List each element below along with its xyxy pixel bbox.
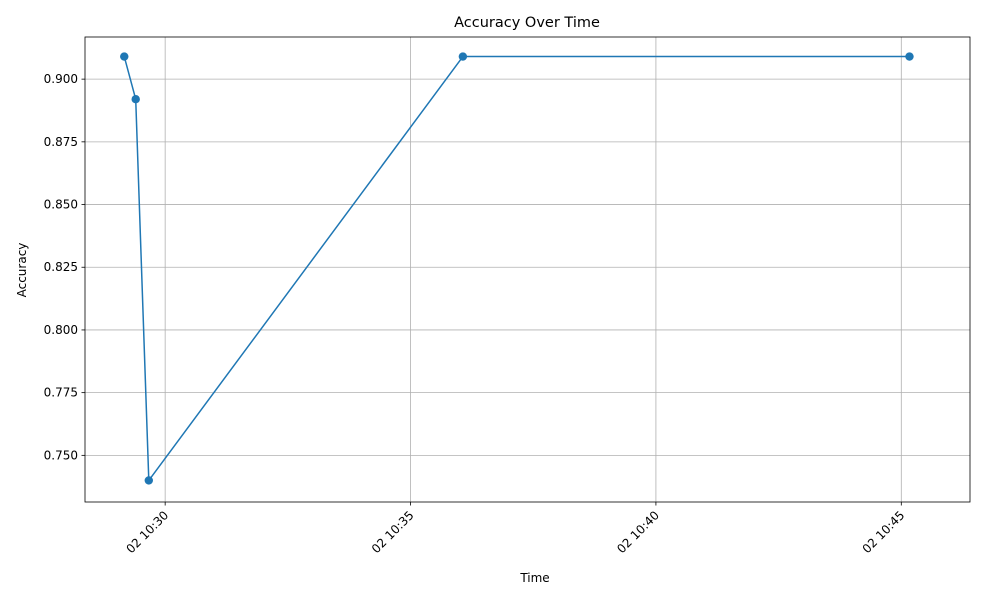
y-tick-label: 0.800 [44,323,78,337]
series-layer [120,52,914,485]
grid [85,37,970,502]
y-tick-label: 0.850 [44,198,78,212]
y-tick-label: 0.900 [44,72,78,86]
y-tick-label: 0.875 [44,135,78,149]
y-tick-label: 0.750 [44,448,78,462]
y-tick-label: 0.775 [44,386,78,400]
y-tick-label: 0.825 [44,260,78,274]
y-axis-label: Accuracy [15,243,29,298]
plot-frame [84,36,971,503]
data-point [905,52,914,61]
data-point [120,52,129,61]
data-point [131,95,140,104]
y-axis-ticks: 0.750 0.775 0.800 0.825 0.850 0.875 0.900 [44,72,85,462]
chart-title: Accuracy Over Time [454,15,600,31]
x-axis-label: Time [519,571,549,585]
data-point [458,52,468,61]
data-point [144,476,153,485]
